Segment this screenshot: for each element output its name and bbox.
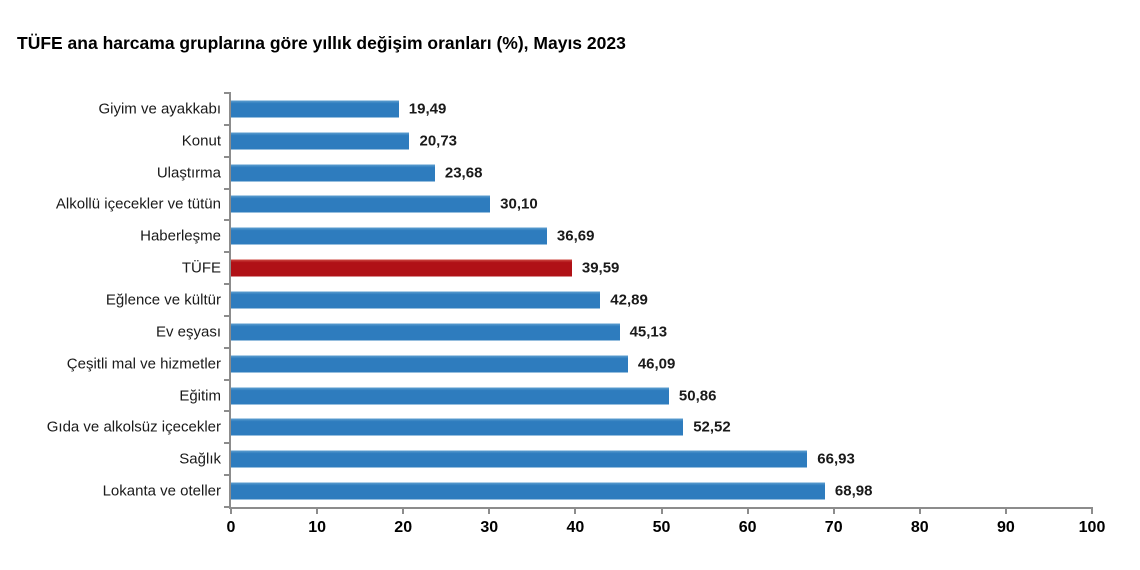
category-label: Haberleşme bbox=[140, 227, 221, 245]
category-label: Alkollü içecekler ve tütün bbox=[55, 195, 221, 213]
category-label: Konut bbox=[181, 132, 221, 150]
y-axis-tick bbox=[224, 219, 231, 222]
x-axis-tick-label: 30 bbox=[480, 519, 499, 536]
bar-value-label: 50,86 bbox=[678, 387, 717, 405]
bar-row: Gıda ve alkolsüz içecekler 52,52 bbox=[47, 411, 1092, 443]
bar-row: Eğlence ve kültür 42,89 bbox=[106, 284, 1092, 316]
y-axis-tick bbox=[224, 442, 231, 445]
x-axis-tick-label: 80 bbox=[910, 519, 929, 536]
bar bbox=[231, 387, 669, 405]
bar-value-label: 68,98 bbox=[834, 482, 873, 500]
y-axis-tick bbox=[224, 314, 231, 317]
bar-value-label: 39,59 bbox=[581, 259, 620, 277]
x-axis-tick-label: 70 bbox=[824, 519, 843, 536]
category-label: Ulaştırma bbox=[156, 164, 221, 182]
bar bbox=[231, 418, 684, 436]
bar-row: Sağlık 66,93 bbox=[179, 443, 1092, 475]
y-axis-tick bbox=[224, 123, 231, 126]
bar bbox=[231, 100, 399, 118]
y-axis-tick bbox=[224, 187, 231, 190]
category-label: TÜFE bbox=[181, 259, 221, 277]
category-label: Çeşitli mal ve hizmetler bbox=[66, 355, 221, 373]
x-axis-tick bbox=[316, 507, 319, 514]
highlight-bar bbox=[231, 259, 572, 277]
bar bbox=[231, 164, 435, 182]
x-axis-tick-label: 90 bbox=[996, 519, 1015, 536]
x-axis-tick bbox=[918, 507, 921, 514]
bar-value-label: 42,89 bbox=[610, 291, 648, 309]
bar bbox=[231, 450, 808, 468]
plot-area: Giyim ve ayakkabı 19,49 Konut 20,73 Ulaştırm… bbox=[47, 92, 1105, 536]
bar bbox=[231, 482, 825, 500]
bar bbox=[231, 323, 620, 341]
y-axis-tick bbox=[224, 506, 231, 508]
category-label: Sağlık bbox=[179, 450, 221, 468]
x-axis-tick-label: 50 bbox=[652, 519, 671, 536]
chart-title: TÜFE ana harcama gruplarına göre yıllık … bbox=[17, 33, 626, 53]
bar bbox=[231, 355, 628, 373]
y-axis-tick bbox=[224, 155, 231, 158]
x-axis-tick bbox=[488, 507, 491, 514]
bar bbox=[231, 132, 410, 150]
bar-row: TÜFE 39,59 bbox=[182, 252, 1092, 284]
bar-value-label: 52,52 bbox=[693, 418, 731, 436]
x-axis-tick bbox=[1091, 507, 1093, 514]
bar-value-label: 23,68 bbox=[444, 164, 483, 182]
category-label: Lokanta ve oteller bbox=[102, 482, 221, 500]
bar-row: Alkollü içecekler ve tütün 30,10 bbox=[56, 189, 1092, 221]
bar-value-label: 20,73 bbox=[419, 132, 458, 150]
y-axis-tick bbox=[224, 474, 231, 477]
x-axis-tick-label: 40 bbox=[566, 519, 585, 536]
bar-row: Konut 20,73 bbox=[182, 125, 1092, 157]
x-axis-tick bbox=[746, 507, 749, 514]
bar-value-label: 66,93 bbox=[817, 450, 855, 468]
y-axis-tick bbox=[224, 378, 231, 381]
x-axis-tick bbox=[402, 507, 405, 514]
bar-row: Ulaştırma 23,68 bbox=[157, 157, 1092, 189]
y-axis-tick bbox=[224, 346, 231, 349]
category-label: Eğitim bbox=[179, 387, 221, 405]
category-label: Ev eşyası bbox=[155, 323, 221, 341]
bar-value-label: 46,09 bbox=[637, 355, 676, 373]
category-label: Gıda ve alkolsüz içecekler bbox=[46, 418, 221, 436]
x-axis-tick bbox=[832, 507, 835, 514]
bar-row: Ev eşyası 45,13 bbox=[156, 316, 1092, 348]
x-axis-tick bbox=[1004, 507, 1007, 514]
bar-value-label: 45,13 bbox=[629, 323, 668, 341]
category-label: Giyim ve ayakkabı bbox=[98, 100, 221, 118]
bar-row: Eğitim 50,86 bbox=[179, 380, 1092, 412]
bar bbox=[231, 291, 601, 309]
x-axis-tick bbox=[574, 507, 577, 514]
x-axis-tick-label: 0 bbox=[226, 519, 236, 536]
bar bbox=[231, 195, 491, 213]
y-axis-tick bbox=[224, 251, 231, 254]
y-axis-tick bbox=[224, 410, 231, 413]
x-axis-tick-label: 20 bbox=[394, 519, 413, 536]
bar-value-label: 19,49 bbox=[408, 100, 447, 118]
bar-row: Haberleşme 36,69 bbox=[140, 220, 1092, 252]
bar bbox=[231, 227, 547, 245]
y-axis-tick bbox=[224, 92, 231, 94]
x-axis-tick bbox=[230, 507, 232, 514]
bar-row: Giyim ve ayakkabı 19,49 bbox=[98, 93, 1092, 125]
x-axis-tick bbox=[660, 507, 663, 514]
bar-row: Çeşitli mal ve hizmetler 46,09 bbox=[67, 348, 1092, 380]
x-axis-tick-label: 100 bbox=[1078, 519, 1106, 536]
y-axis-tick bbox=[224, 283, 231, 286]
bar-value-label: 36,69 bbox=[556, 227, 595, 245]
category-label: Eğlence ve kültür bbox=[105, 291, 221, 309]
bar-value-label: 30,10 bbox=[500, 195, 538, 213]
x-axis-tick-label: 10 bbox=[308, 519, 326, 536]
x-axis-tick-label: 60 bbox=[738, 519, 757, 536]
bar-row: Lokanta ve oteller 68,98 bbox=[103, 475, 1092, 507]
